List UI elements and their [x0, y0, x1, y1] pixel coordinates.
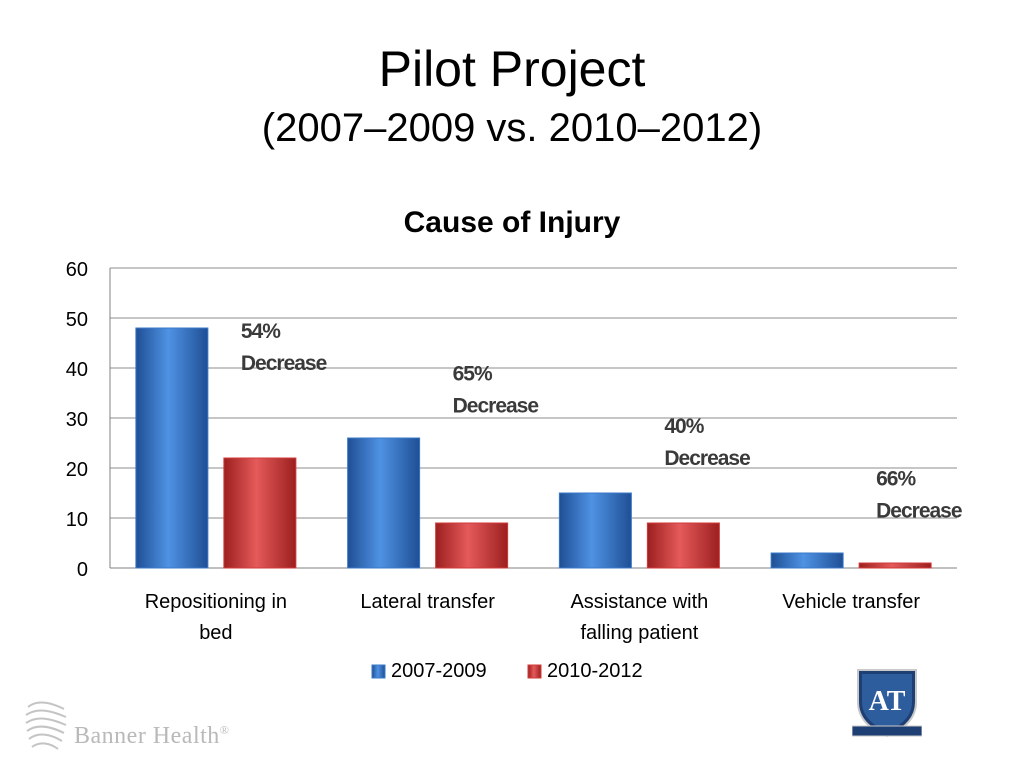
y-tick-label: 50 — [66, 309, 88, 331]
x-tick-label: falling patient — [580, 622, 698, 644]
bar-2010-2012 — [223, 457, 297, 569]
x-tick-label: Repositioning in — [145, 591, 287, 613]
shield-icon — [851, 669, 923, 738]
y-tick-label: 10 — [66, 509, 88, 531]
annotation-label: Decrease — [876, 500, 962, 523]
bar-2010-2012 — [858, 562, 932, 569]
y-tick-label: 40 — [66, 359, 88, 381]
annotation-percent: 40% — [664, 415, 704, 438]
bar-2007-2009 — [770, 552, 844, 569]
x-tick-label: bed — [199, 622, 232, 644]
banner-health-logo: Banner Health® — [22, 697, 282, 755]
bar-2007-2009 — [347, 437, 421, 569]
bar-2007-2009 — [135, 327, 209, 569]
bar-2010-2012 — [646, 522, 720, 569]
annotation-percent: 65% — [453, 363, 493, 386]
y-tick-label: 60 — [66, 259, 88, 281]
legend-label: 2007-2009 — [391, 660, 487, 682]
badge-label: AT — [868, 686, 906, 717]
annotation-percent: 54% — [241, 320, 281, 343]
slide-title: Pilot Project — [378, 41, 646, 97]
banner-wave-icon — [25, 701, 67, 750]
y-tick-label: 20 — [66, 459, 88, 481]
annotation-label: Decrease — [664, 447, 750, 470]
annotation-percent: 66% — [876, 468, 916, 491]
banner-health-wordmark: Banner Health® — [74, 723, 230, 749]
legend-swatch — [527, 664, 542, 679]
x-tick-label: Lateral transfer — [360, 591, 495, 613]
annotation-label: Decrease — [241, 352, 327, 375]
y-tick-label: 0 — [77, 559, 88, 581]
y-tick-label: 30 — [66, 409, 88, 431]
chart-title: Cause of Injury — [404, 206, 621, 239]
bar-chart: Cause of Injury 0 10 20 30 40 50 60 Repositioni… — [66, 206, 963, 682]
bar-2007-2009 — [558, 492, 632, 569]
annotation-label: Decrease — [453, 395, 539, 418]
slide-subtitle: (2007–2009 vs. 2010–2012) — [261, 106, 763, 150]
legend-label: 2010-2012 — [547, 660, 643, 682]
bar-2010-2012 — [435, 522, 509, 569]
at-badge: AT — [851, 664, 923, 740]
x-tick-label: Assistance with — [570, 591, 708, 613]
legend-swatch — [371, 664, 386, 679]
x-tick-label: Vehicle transfer — [782, 591, 920, 613]
